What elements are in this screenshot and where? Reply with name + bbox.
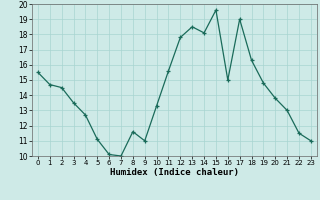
- X-axis label: Humidex (Indice chaleur): Humidex (Indice chaleur): [110, 168, 239, 177]
